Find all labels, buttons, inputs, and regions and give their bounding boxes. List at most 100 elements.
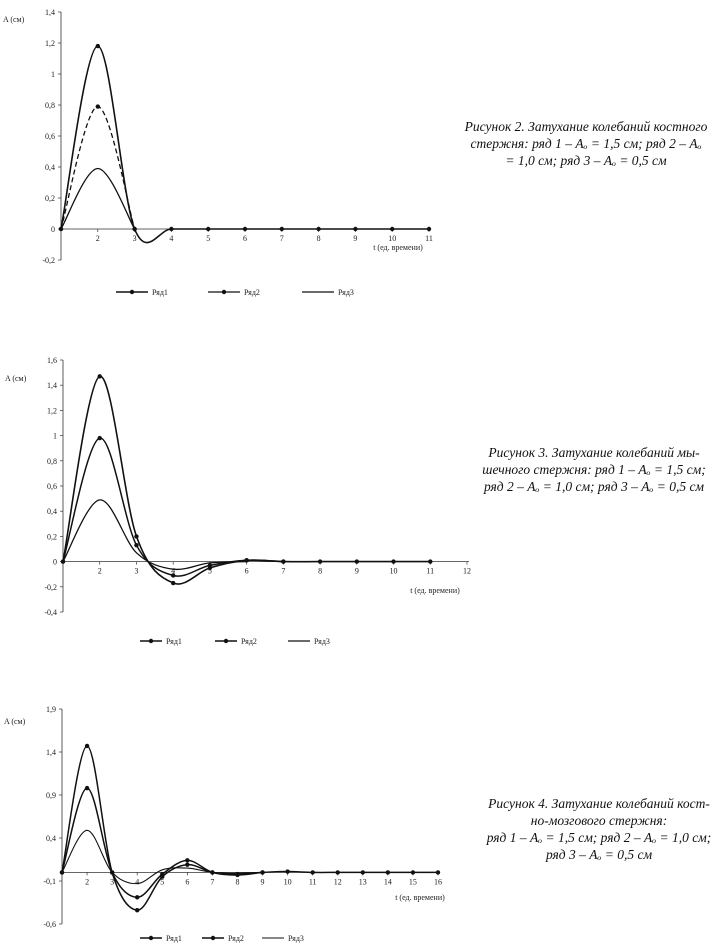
data-point	[317, 559, 323, 564]
x-tick-label: 6	[245, 567, 249, 576]
x-tick-label: 15	[409, 877, 417, 886]
data-point	[160, 871, 165, 877]
caption-line: ряд 1 – Aₒ = 1,5 см; ряд 2 – Aₒ = 1,0 см…	[486, 830, 712, 845]
y-tick-label: -0,4	[44, 608, 57, 617]
legend-label: Ряд1	[166, 637, 182, 646]
data-point	[185, 858, 190, 863]
y-tick-label: 1,4	[46, 748, 56, 757]
y-tick-label: 1,9	[46, 705, 56, 714]
data-point	[97, 435, 102, 441]
x-tick-label: 5	[206, 234, 210, 243]
chart-3: 1,6 1,4 1,2 1 0,8 0,6 0,4 0,2 0 -0,2 -0,4 2 3 4 5 6 7 8 9 1…	[5, 356, 471, 646]
x-tick-label: 4	[169, 234, 173, 243]
data-point	[84, 743, 90, 749]
series-line-3	[60, 167, 136, 230]
data-point	[185, 862, 190, 867]
y-tick-label: 0	[51, 225, 55, 234]
data-point	[242, 226, 248, 232]
data-point	[97, 374, 102, 379]
data-point	[354, 559, 360, 564]
x-tick-label: 5	[160, 877, 164, 886]
caption-figure-3: Рисунок 3. Затухание колебаний мы- шечно…	[472, 444, 716, 495]
legend-label: Ряд2	[241, 637, 257, 646]
y-tick-label: 1,2	[45, 39, 55, 48]
y-axis-label: A (см)	[5, 374, 27, 383]
legend-label: Ряд2	[244, 288, 260, 297]
caption-line: ряд 3 – Aₒ = 0,5 см	[545, 847, 653, 862]
y-tick-label: -0,6	[43, 920, 56, 929]
data-point	[426, 226, 432, 232]
data-point	[428, 559, 433, 564]
x-axis-label: t (ед. времени)	[373, 243, 423, 252]
y-axis-label: A (см)	[4, 717, 26, 726]
y-tick-label: 0,2	[47, 532, 57, 541]
legend-label: Ряд1	[166, 934, 182, 943]
x-tick-label: 4	[135, 877, 139, 886]
data-point	[134, 543, 139, 548]
x-tick-label: 9	[353, 234, 357, 243]
y-tick-label: 1,4	[47, 381, 57, 390]
x-tick-label: 3	[133, 234, 137, 243]
caption-figure-2: Рисунок 2. Затухание колебаний костного …	[458, 118, 714, 169]
chart-4: 1,9 1,4 0,9 0,4 -0,1 -0,6 2 3 4 5 6 7 8 9 10 11 12 13 14 15…	[4, 705, 445, 943]
caption-line: Рисунок 4. Затухание колебаний кост-	[488, 796, 710, 811]
data-point	[134, 534, 139, 539]
data-point	[435, 870, 441, 875]
y-tick-label: -0,2	[44, 583, 57, 592]
data-point	[260, 870, 265, 875]
legend-marker	[148, 935, 154, 941]
series-line-2	[60, 105, 136, 230]
x-tick-label: 5	[208, 567, 212, 576]
x-tick-label: 2	[98, 567, 102, 576]
data-point	[285, 869, 290, 874]
y-tick-label: 1	[51, 70, 55, 79]
x-tick-label: 11	[425, 234, 433, 243]
y-tick-label: 0,8	[47, 457, 57, 466]
legend-label: Ряд3	[288, 934, 304, 943]
data-point	[206, 226, 211, 232]
data-point	[281, 559, 286, 564]
x-tick-label: 4	[171, 567, 175, 576]
y-tick-label: 0,9	[46, 791, 56, 800]
caption-line: стержня: ряд 1 – Aₒ = 1,5 см; ряд 2 – Aₒ	[470, 136, 702, 151]
data-point	[310, 870, 315, 875]
x-tick-label: 3	[110, 877, 114, 886]
x-tick-label: 2	[96, 234, 100, 243]
x-tick-label: 3	[134, 567, 138, 576]
x-tick-label: 14	[384, 877, 392, 886]
y-tick-label: 1,4	[45, 8, 55, 17]
series-line-2	[62, 437, 284, 577]
data-point	[316, 226, 321, 232]
caption-line: Рисунок 3. Затухание колебаний мы-	[488, 445, 700, 460]
x-tick-label: 9	[355, 567, 359, 576]
y-tick-label: 0,4	[47, 507, 57, 516]
x-tick-label: 6	[185, 877, 189, 886]
caption-line: = 1,0 см; ряд 3 – Aₒ = 0,5 см	[505, 153, 667, 168]
x-tick-label: 2	[85, 877, 89, 886]
x-tick-label: 8	[318, 567, 322, 576]
data-point	[335, 870, 340, 875]
data-point	[353, 226, 358, 232]
y-tick-label: -0,2	[42, 256, 55, 265]
data-point	[385, 870, 391, 875]
y-tick-label: 0,2	[45, 194, 55, 203]
x-tick-label: 12	[334, 877, 342, 886]
data-point	[170, 580, 176, 586]
x-tick-label: 7	[281, 567, 285, 576]
data-point	[135, 895, 140, 900]
y-tick-label: 0,4	[46, 834, 56, 843]
y-tick-label: -0,1	[43, 877, 56, 886]
legend-marker	[129, 289, 135, 295]
x-tick-label: 7	[280, 234, 284, 243]
data-point	[279, 226, 284, 232]
legend-marker	[223, 638, 229, 644]
data-point	[391, 559, 396, 564]
data-point	[84, 785, 90, 791]
y-tick-label: 1,6	[47, 356, 57, 365]
y-tick-label: 0,8	[45, 101, 55, 110]
x-tick-label: 12	[463, 567, 471, 576]
data-point	[169, 226, 174, 232]
data-point	[360, 870, 365, 875]
x-axis-label: t (ед. времени)	[395, 893, 445, 902]
